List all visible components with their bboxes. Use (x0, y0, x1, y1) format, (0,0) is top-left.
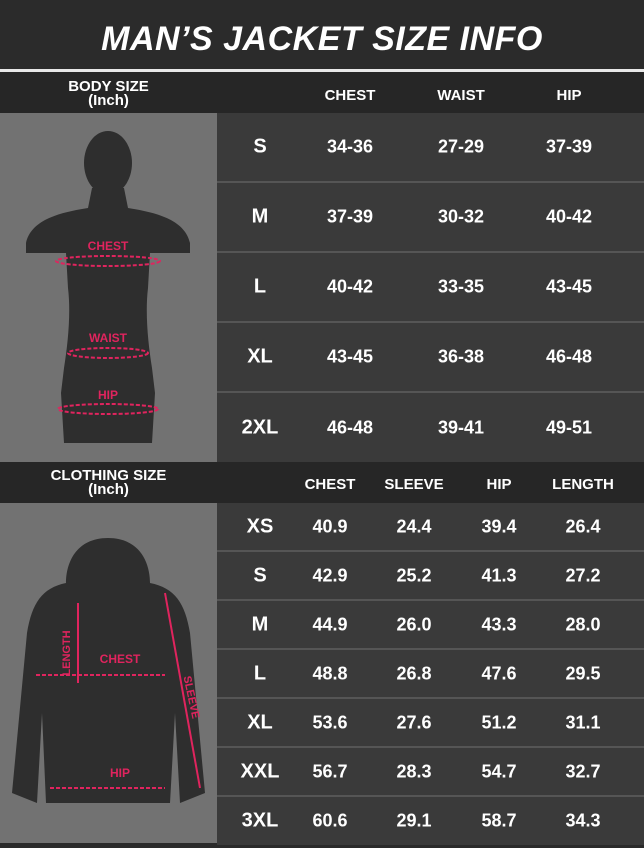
value-cell: 48.8 (312, 663, 348, 683)
size-cell: XL (247, 345, 273, 368)
body-size-unit: (Inch) (88, 92, 129, 109)
value-cell: 43.3 (481, 614, 517, 634)
value-cell: 43-45 (545, 276, 593, 297)
value-cell: 40.9 (312, 516, 348, 536)
value-cell: 58.7 (481, 810, 517, 831)
col-waist: WAIST (437, 87, 485, 104)
size-cell: M (251, 205, 269, 228)
value-cell: 29.5 (565, 663, 601, 683)
col-chest: CHEST (324, 87, 376, 104)
jacket-silhouette-icon: LENGTH CHEST SLEEVE HIP (12, 538, 205, 803)
value-cell: 51.2 (481, 712, 517, 732)
size-cell: M (251, 613, 269, 635)
value-cell: 56.7 (312, 761, 348, 781)
value-cell: 54.7 (481, 761, 517, 781)
clothing-size-unit: (Inch) (88, 481, 129, 498)
table-row: XXL 56.7 28.3 54.7 32.7 (217, 748, 644, 797)
value-cell: 26.8 (396, 663, 432, 683)
body-size-header: BODY SIZE (Inch) CHEST WAIST HIP (0, 72, 644, 113)
body-size-label: BODY SIZE (68, 78, 149, 95)
value-cell: 30-32 (437, 206, 485, 227)
value-cell: 29.1 (396, 810, 432, 831)
size-cell: XXL (240, 760, 280, 782)
value-cell: 34.3 (565, 810, 601, 831)
table-row: XL 43-45 36-38 46-48 (217, 323, 644, 393)
col-hip: HIP (556, 87, 582, 104)
col-hip: HIP (486, 476, 512, 493)
value-cell: 39-41 (437, 417, 485, 437)
figure-label-hip: HIP (98, 388, 118, 402)
value-cell: 37-39 (326, 206, 374, 227)
value-cell: 39.4 (481, 516, 517, 536)
col-sleeve: SLEEVE (384, 476, 444, 493)
table-row: 3XL 60.6 29.1 58.7 34.3 (217, 797, 644, 845)
value-cell: 44.9 (312, 614, 348, 634)
divider (0, 69, 644, 72)
size-cell: 3XL (241, 809, 279, 832)
value-cell: 37-39 (545, 136, 593, 157)
value-cell: 46-48 (545, 346, 593, 367)
value-cell: 49-51 (545, 417, 593, 437)
col-length: LENGTH (552, 476, 614, 493)
value-cell: 27-29 (437, 136, 485, 157)
size-cell: S (253, 135, 267, 158)
value-cell: 41.3 (481, 565, 517, 585)
value-cell: 33-35 (437, 276, 485, 297)
value-cell: 53.6 (312, 712, 348, 732)
clothing-size-header: CLOTHING SIZE (Inch) CHEST SLEEVE HIP LE… (0, 462, 644, 503)
value-cell: 43-45 (326, 346, 374, 367)
value-cell: 40-42 (545, 206, 593, 227)
size-cell: 2XL (241, 416, 279, 438)
size-cell: S (253, 564, 267, 586)
figure-label-hip: HIP (110, 766, 130, 780)
figure-label-length: LENGTH (61, 630, 73, 675)
table-row: XL 53.6 27.6 51.2 31.1 (217, 699, 644, 748)
value-cell: 42.9 (312, 565, 348, 585)
value-cell: 36-38 (437, 346, 485, 367)
size-cell: XL (247, 711, 273, 733)
value-cell: 47.6 (481, 663, 517, 683)
value-cell: 27.6 (396, 712, 432, 732)
figure-label-chest: CHEST (88, 239, 129, 253)
value-cell: 34-36 (326, 136, 374, 157)
value-cell: 60.6 (312, 810, 348, 831)
table-row: L 40-42 33-35 43-45 (217, 253, 644, 323)
value-cell: 26.0 (396, 614, 432, 634)
value-cell: 28.3 (396, 761, 432, 781)
size-cell: XS (246, 515, 274, 537)
value-cell: 32.7 (565, 761, 601, 781)
table-row: M 44.9 26.0 43.3 28.0 (217, 601, 644, 650)
value-cell: 26.4 (565, 516, 601, 536)
size-cell: L (253, 275, 267, 298)
value-cell: 31.1 (565, 712, 601, 732)
body-silhouette-icon: CHEST WAIST HIP (26, 131, 190, 443)
value-cell: 28.0 (565, 614, 601, 634)
clothing-size-label: CLOTHING SIZE (50, 467, 167, 484)
figure-label-chest: CHEST (100, 652, 141, 666)
table-row: 2XL 46-48 39-41 49-51 (217, 393, 644, 462)
size-cell: L (253, 662, 267, 684)
value-cell: 25.2 (396, 565, 432, 585)
table-row: S 42.9 25.2 41.3 27.2 (217, 552, 644, 601)
value-cell: 24.4 (396, 516, 432, 536)
table-row: M 37-39 30-32 40-42 (217, 183, 644, 253)
table-row: S 34-36 27-29 37-39 (217, 113, 644, 183)
col-chest: CHEST (304, 476, 356, 493)
value-cell: 27.2 (565, 565, 601, 585)
body-figure-panel: CHEST WAIST HIP (0, 113, 217, 462)
clothing-size-table: XS 40.9 24.4 39.4 26.4 S 42.9 25.2 41.3 27.2 M 44.9… (217, 503, 644, 845)
body-size-table: S 34-36 27-29 37-39 M 37-39 30-32 40-42 L 40-42… (217, 113, 644, 462)
jacket-figure-panel: LENGTH CHEST SLEEVE HIP (0, 503, 217, 843)
table-row: L 48.8 26.8 47.6 29.5 (217, 650, 644, 699)
page-title: MAN’S JACKET SIZE INFO (0, 0, 644, 69)
table-row: XS 40.9 24.4 39.4 26.4 (217, 503, 644, 552)
value-cell: 46-48 (326, 417, 374, 437)
value-cell: 40-42 (326, 276, 374, 297)
figure-label-waist: WAIST (89, 331, 128, 345)
